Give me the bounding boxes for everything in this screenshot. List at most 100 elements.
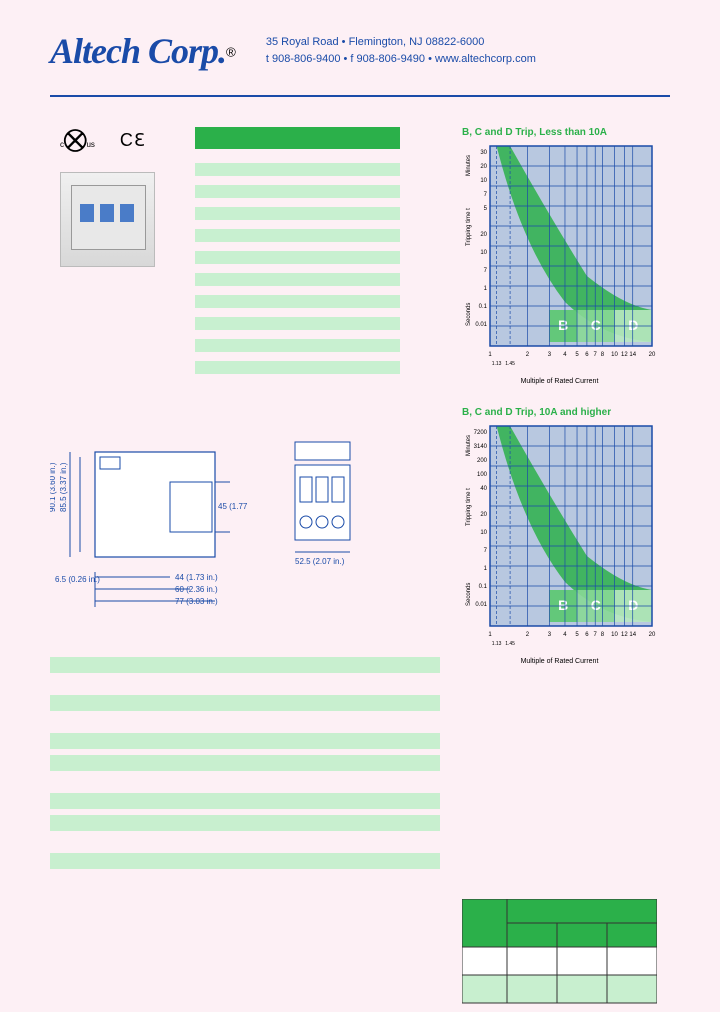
svg-text:20: 20 [480, 164, 487, 170]
svg-text:7: 7 [594, 632, 598, 638]
dim-front-w: 52.5 (2.07 in.) [295, 557, 345, 566]
svg-text:5: 5 [575, 632, 579, 638]
chart2-plot: BCD12345678101214201.131.457200314020010… [462, 421, 657, 651]
trip-curve-chart-high: B, C and D Trip, 10A and higher BCD12345… [462, 407, 657, 665]
svg-text:200: 200 [477, 458, 488, 464]
svg-text:14: 14 [629, 352, 636, 358]
chart1-title: B, C and D Trip, Less than 10A [462, 127, 657, 138]
spec-row [195, 229, 400, 242]
logo-row: Altech Corp.® 35 Royal Road • Flemington… [50, 30, 670, 72]
company-logo: Altech Corp.® [50, 30, 236, 72]
svg-text:40: 40 [480, 486, 487, 492]
svg-text:Tripping time t: Tripping time t [466, 208, 472, 246]
svg-text:1: 1 [488, 632, 492, 638]
logo-text: Altech Corp. [50, 31, 226, 71]
svg-text:2: 2 [526, 632, 530, 638]
spec-row [195, 295, 400, 308]
ce-mark: Cℇ [120, 130, 146, 151]
svg-text:C: C [591, 597, 601, 613]
breaker-switch [100, 204, 114, 222]
spec-row [195, 185, 400, 198]
svg-text:0.01: 0.01 [475, 322, 487, 328]
dim-h2: 85.5 (3.37 in.) [59, 462, 68, 512]
svg-text:30: 30 [480, 150, 487, 156]
spec-row [195, 251, 400, 264]
dim-w3: 77 (3.03 in.) [175, 597, 218, 606]
spec-table-header [195, 127, 400, 149]
svg-text:10: 10 [611, 632, 618, 638]
svg-text:2: 2 [526, 352, 530, 358]
svg-text:8: 8 [601, 352, 605, 358]
svg-text:0.01: 0.01 [475, 602, 487, 608]
svg-text:3: 3 [548, 352, 552, 358]
svg-text:5: 5 [484, 206, 488, 212]
svg-text:10: 10 [480, 178, 487, 184]
spec-row [195, 361, 400, 374]
svg-text:20: 20 [649, 632, 656, 638]
spec-row [195, 163, 400, 176]
svg-text:12: 12 [621, 632, 628, 638]
svg-text:D: D [628, 317, 638, 333]
dim-w2: 60 (2.36 in.) [175, 585, 218, 594]
svg-text:7: 7 [594, 352, 598, 358]
info-bar [50, 755, 440, 771]
info-bar [50, 815, 440, 831]
contact-line: t 908-806-9400 • f 908-806-9490 • www.al… [266, 51, 536, 68]
spec-row [195, 273, 400, 286]
svg-text:6: 6 [585, 632, 589, 638]
ratings-table-svg [462, 899, 657, 1004]
svg-text:12: 12 [621, 352, 628, 358]
svg-text:B: B [558, 597, 568, 613]
svg-text:1.45: 1.45 [505, 641, 515, 647]
dim-depth: 45 (1.77 in.) [218, 502, 250, 511]
contact-block: 35 Royal Road • Flemington, NJ 08822-600… [266, 30, 536, 67]
svg-text:7: 7 [484, 548, 488, 554]
svg-text:D: D [628, 597, 638, 613]
svg-text:14: 14 [629, 632, 636, 638]
address-line: 35 Royal Road • Flemington, NJ 08822-600… [266, 34, 536, 51]
svg-text:5: 5 [575, 352, 579, 358]
svg-text:0.1: 0.1 [479, 304, 488, 310]
header-divider [50, 95, 670, 97]
svg-text:Tripping time t: Tripping time t [466, 488, 472, 526]
svg-text:20: 20 [480, 512, 487, 518]
dim-offset: 6.5 (0.26 in.) [55, 575, 100, 584]
svg-text:4: 4 [563, 632, 567, 638]
trip-curve-chart-low: B, C and D Trip, Less than 10A BCD123456… [462, 127, 657, 385]
ul-mark: c⛒us [60, 127, 95, 153]
svg-text:10: 10 [480, 530, 487, 536]
page-header: Altech Corp.® 35 Royal Road • Flemington… [0, 0, 720, 87]
svg-text:1: 1 [488, 352, 492, 358]
svg-text:100: 100 [477, 472, 488, 478]
product-photo [60, 172, 155, 267]
svg-text:10: 10 [480, 250, 487, 256]
svg-text:4: 4 [563, 352, 567, 358]
svg-text:1.13: 1.13 [492, 361, 502, 367]
chart1-plot: BCD12345678101214201.131.453020107520107… [462, 141, 657, 371]
svg-text:20: 20 [480, 232, 487, 238]
dimension-drawing-side: 90.1 (3.60 in.) 85.5 (3.37 in.) 45 (1.77… [50, 437, 250, 617]
svg-text:7: 7 [484, 192, 488, 198]
info-bar [50, 657, 440, 673]
dimension-drawing-front: 52.5 (2.07 in.) [290, 437, 360, 567]
svg-text:Seconds: Seconds [466, 303, 472, 326]
info-bar [50, 695, 440, 711]
svg-text:Minutes: Minutes [466, 435, 472, 456]
svg-text:8: 8 [601, 632, 605, 638]
svg-text:1: 1 [484, 286, 488, 292]
svg-text:7: 7 [484, 268, 488, 274]
breaker-switch [80, 204, 94, 222]
info-bar [50, 793, 440, 809]
svg-text:Minutes: Minutes [466, 155, 472, 176]
info-bar [50, 853, 440, 869]
certification-marks: c⛒us Cℇ [60, 127, 146, 153]
svg-text:B: B [558, 317, 568, 333]
svg-text:C: C [591, 317, 601, 333]
svg-text:3: 3 [548, 632, 552, 638]
svg-text:10: 10 [611, 352, 618, 358]
spec-row [195, 207, 400, 220]
registered-mark: ® [226, 45, 236, 60]
breaker-body [71, 185, 146, 250]
ratings-table [462, 899, 657, 1009]
svg-text:3140: 3140 [474, 444, 488, 450]
